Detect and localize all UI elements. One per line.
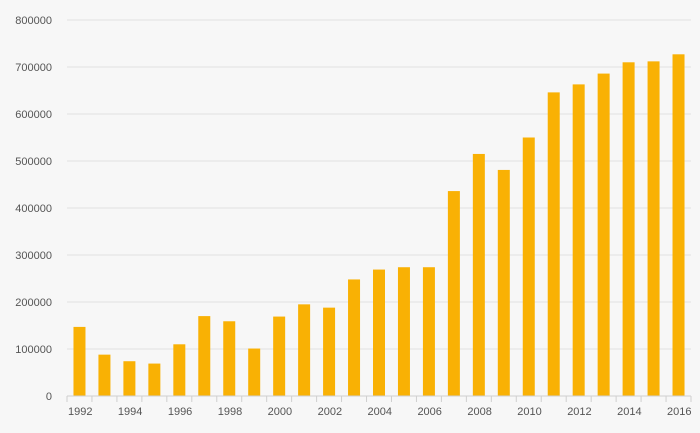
x-tick-label: 2014 bbox=[617, 406, 641, 418]
bar-1994 bbox=[123, 361, 136, 396]
x-tick-label: 1994 bbox=[118, 406, 142, 418]
bar-2010 bbox=[522, 137, 535, 396]
y-tick-label: 0 bbox=[46, 391, 52, 403]
bar-2009 bbox=[497, 169, 510, 396]
x-tick-label: 2004 bbox=[368, 406, 392, 418]
bar-2002 bbox=[323, 307, 336, 396]
x-tick-label: 2010 bbox=[517, 406, 541, 418]
y-tick-label: 800000 bbox=[15, 15, 52, 27]
bar-2007 bbox=[447, 191, 460, 396]
bar-2013 bbox=[597, 73, 610, 396]
bar-2015 bbox=[647, 61, 660, 397]
bar-2008 bbox=[472, 153, 485, 396]
x-tick-label: 2002 bbox=[318, 406, 342, 418]
bar-1996 bbox=[173, 344, 186, 396]
x-tick-label: 2008 bbox=[467, 406, 491, 418]
bar-2003 bbox=[348, 279, 361, 396]
y-tick-label: 600000 bbox=[15, 109, 52, 121]
bar-2014 bbox=[622, 62, 635, 397]
y-tick-label: 200000 bbox=[15, 297, 52, 309]
y-tick-label: 400000 bbox=[15, 203, 52, 215]
y-tick-label: 500000 bbox=[15, 156, 52, 168]
bar-1997 bbox=[198, 316, 211, 396]
y-tick-label: 300000 bbox=[15, 250, 52, 262]
bar-2011 bbox=[547, 92, 560, 396]
x-tick-label: 2006 bbox=[417, 406, 441, 418]
bar-2000 bbox=[273, 316, 286, 396]
bar-2006 bbox=[422, 267, 435, 396]
bar-1999 bbox=[248, 348, 261, 396]
bar-2016 bbox=[672, 54, 685, 397]
bar-2012 bbox=[572, 84, 585, 396]
bar-1992 bbox=[73, 326, 86, 396]
x-tick-label: 2016 bbox=[667, 406, 691, 418]
bars bbox=[73, 54, 685, 397]
bar-2001 bbox=[298, 304, 311, 396]
y-tick-label: 100000 bbox=[15, 344, 52, 356]
x-tick-label: 1992 bbox=[68, 406, 92, 418]
bar-2004 bbox=[373, 269, 385, 396]
bar-1993 bbox=[98, 354, 111, 396]
x-tick-label: 2000 bbox=[268, 406, 292, 418]
bar-1995 bbox=[148, 363, 161, 396]
bar-1998 bbox=[223, 321, 236, 396]
y-tick-label: 700000 bbox=[15, 62, 52, 74]
gridlines bbox=[67, 19, 691, 350]
x-tick-label: 1998 bbox=[218, 406, 242, 418]
bar-2005 bbox=[397, 267, 410, 396]
axes: 0 100000 200000 300000 400000 500000 600000 700… bbox=[15, 15, 691, 418]
x-tick-label: 1996 bbox=[168, 406, 192, 418]
x-tick-label: 2012 bbox=[567, 406, 591, 418]
